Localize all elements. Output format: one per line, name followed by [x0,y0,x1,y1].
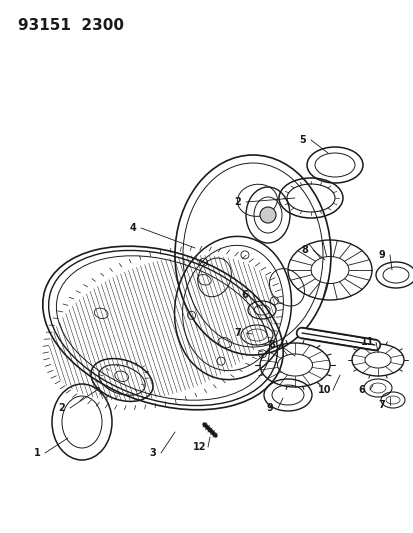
Text: 2: 2 [234,197,241,207]
Text: 8: 8 [301,245,308,255]
Text: 8: 8 [268,340,275,350]
Text: 1: 1 [33,448,40,458]
Text: 9: 9 [266,403,273,413]
Text: 6: 6 [241,290,248,300]
Text: 7: 7 [378,400,385,410]
Text: 3: 3 [149,448,156,458]
Circle shape [259,207,275,223]
Text: 7: 7 [234,328,241,338]
Text: 9: 9 [378,250,385,260]
Text: 2: 2 [59,403,65,413]
Text: 93151  2300: 93151 2300 [18,18,124,33]
Text: 10: 10 [318,385,331,395]
Text: 4: 4 [129,223,136,233]
Text: 5: 5 [299,135,306,145]
Text: 11: 11 [361,337,374,347]
Text: 12: 12 [193,442,206,452]
Text: 6: 6 [358,385,365,395]
